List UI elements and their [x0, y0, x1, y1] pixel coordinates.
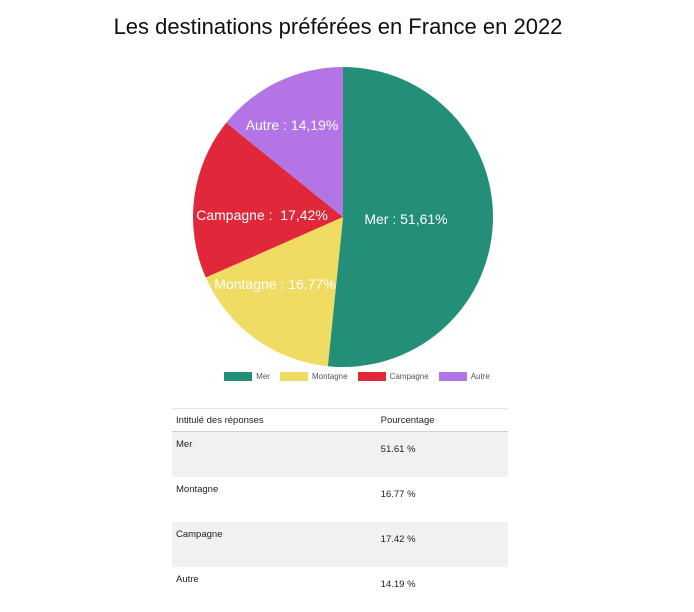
legend-label: Mer	[256, 372, 270, 381]
legend-item-campagne[interactable]: Campagne	[357, 372, 429, 381]
legend-swatch	[438, 372, 467, 381]
legend-item-montagne[interactable]: Montagne	[279, 372, 348, 381]
pie-slice-autre[interactable]	[226, 67, 343, 217]
table-row: Autre 14.19 %	[172, 567, 508, 612]
legend-swatch	[224, 372, 253, 381]
row-value: 16.77 %	[380, 489, 416, 500]
column-header-percentage: Pourcentage	[378, 408, 508, 432]
legend-label: Autre	[470, 372, 490, 381]
legend-item-mer[interactable]: Mer	[224, 372, 270, 381]
row-label: Autre	[176, 574, 199, 585]
chart-legend: Mer Montagne Campagne Autre	[0, 372, 694, 381]
data-table: Intitulé des réponses Pourcentage Mer 51…	[172, 408, 508, 612]
row-value: 17.42 %	[378, 522, 508, 567]
legend-item-autre[interactable]: Autre	[438, 372, 490, 381]
row-value: 51.61 %	[378, 431, 508, 477]
chart-title: Les destinations préférées en France en …	[113, 14, 563, 39]
column-header-label: Intitulé des réponses	[172, 408, 379, 432]
row-value: 14.19 %	[380, 579, 416, 590]
legend-swatch	[357, 372, 386, 381]
row-label: Campagne	[172, 522, 379, 567]
table-row: Campagne 17.42 %	[172, 522, 508, 567]
slice-label-autre: Autre : 14,19%	[246, 117, 339, 133]
legend-label: Montagne	[311, 372, 348, 381]
row-label: Montagne	[176, 484, 219, 495]
pie-slice-montagne[interactable]	[205, 217, 343, 367]
pie-chart: Mer : 51,61% Montagne : 16,77% Campagne : …	[193, 67, 494, 368]
slice-label-mer: Mer : 51,61%	[364, 211, 447, 227]
slice-label-campagne: Campagne : 17,42%	[196, 207, 328, 223]
legend-label: Campagne	[389, 372, 429, 381]
table-row: Mer 51.61 %	[172, 431, 508, 477]
table-header-row: Intitulé des réponses Pourcentage	[172, 408, 508, 432]
row-label: Mer	[172, 431, 379, 477]
legend-swatch	[279, 372, 308, 381]
table-row: Montagne 16.77 %	[172, 477, 508, 522]
pie-slice-mer[interactable]	[327, 67, 494, 368]
slice-label-montagne: Montagne : 16,77%	[214, 276, 335, 292]
pie-slice-campagne[interactable]	[193, 122, 343, 278]
